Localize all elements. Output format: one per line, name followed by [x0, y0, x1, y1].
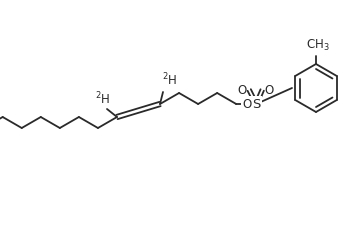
- Text: $^{2}$H: $^{2}$H: [162, 71, 177, 88]
- Text: O: O: [265, 83, 274, 97]
- Text: $^{2}$H: $^{2}$H: [95, 90, 110, 107]
- Text: O: O: [237, 83, 247, 97]
- Text: S: S: [252, 98, 260, 110]
- Text: CH$_3$: CH$_3$: [306, 38, 330, 53]
- Text: O: O: [243, 98, 252, 110]
